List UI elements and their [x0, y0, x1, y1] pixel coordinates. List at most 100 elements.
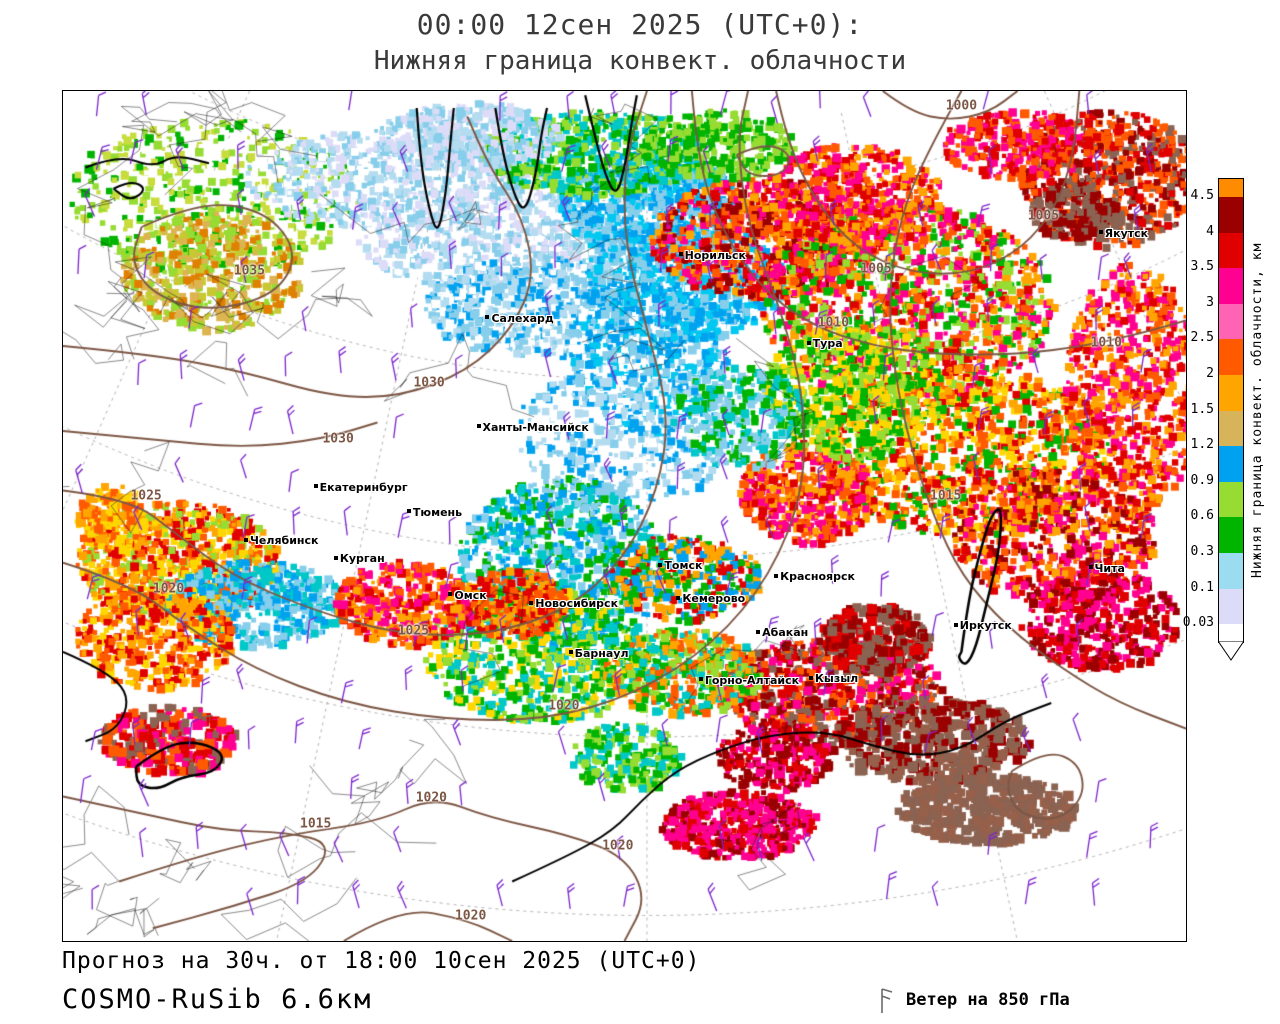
city-label: Барнаул	[574, 646, 629, 660]
colorbar-segment	[1219, 624, 1243, 643]
isobar-label: 1000	[945, 98, 978, 114]
colorbar-segment	[1219, 517, 1243, 553]
city-marker-dot	[406, 509, 411, 513]
isobar-label: 1015	[930, 488, 962, 504]
isobar-label: 1010	[817, 315, 850, 331]
city: Иркутск	[953, 614, 1012, 633]
wind-legend-label: Ветер на 850 гПа	[906, 990, 1070, 1010]
map-title-datetime: 00:00 12сен 2025 (UTC+0):	[416, 8, 864, 41]
colorbar-segment	[1219, 481, 1243, 518]
weather-map-canvas[interactable]	[63, 91, 1186, 941]
city-marker-dot	[774, 573, 779, 578]
city-labels-layer: Норильск Салехард Тура Якутск Ханты-Мансийск…	[63, 91, 1186, 941]
city-label: Томск	[664, 559, 703, 573]
isobar-label: 1030	[322, 431, 354, 447]
city-label: Кызыл	[814, 672, 859, 686]
city: Новосибирск	[529, 592, 618, 611]
map-title-parameter: Нижняя граница конвект. облачности	[373, 46, 907, 76]
isobar-label: 1015	[300, 816, 332, 832]
colorbar-tick: 0.3	[1190, 544, 1214, 559]
city-marker-dot	[698, 677, 703, 682]
isobar-label: 1005	[860, 261, 892, 277]
colorbar-segment	[1219, 552, 1243, 589]
city-label: Чита	[1094, 561, 1125, 575]
map-frame: 1035 1030 1030 1025 1025 1020 1020 1020 1020 1020…	[62, 90, 1187, 942]
city: Тура	[806, 332, 843, 351]
city-label: Иркутск	[959, 619, 1012, 633]
colorbar-tick: 2	[1206, 366, 1214, 381]
colorbar-segment	[1219, 197, 1243, 233]
map-title: 00:00 12сен 2025 (UTC+0): Нижняя граница…	[0, 8, 1280, 76]
city-label: Новосибирск	[535, 597, 619, 611]
colorbar-segment	[1219, 374, 1243, 411]
city-marker-dot	[808, 675, 813, 680]
wind-legend: Ветер на 850 гПа	[878, 986, 1070, 1014]
city-label: Красноярск	[780, 570, 855, 584]
isobar-label: 1020	[602, 838, 634, 854]
colorbar-tick: 0.03	[1182, 615, 1214, 631]
colorbar-tick: 3	[1206, 294, 1214, 310]
isobar-label: 1025	[397, 623, 430, 639]
colorbar-segment	[1219, 179, 1243, 197]
colorbar-axis-label: Нижняя граница конвект. облачности, км	[1250, 242, 1265, 578]
colorbar-segment	[1219, 232, 1243, 269]
city: Норильск	[678, 244, 746, 263]
colorbar-tick: 4.5	[1190, 188, 1214, 203]
colorbar-tick: 0.6	[1190, 508, 1214, 524]
city: Кызыл	[808, 667, 859, 686]
isobar-label: 1005	[1027, 208, 1060, 224]
city: Барнаул	[568, 642, 629, 661]
colorbar-tick: 1.5	[1190, 401, 1214, 417]
city-label: Горно-Алтайск	[704, 673, 800, 687]
colorbar-segment	[1219, 446, 1243, 482]
city: Красноярск	[774, 565, 855, 584]
colorbar-tick: 2.5	[1190, 330, 1214, 346]
isobar-label: 1020	[548, 698, 580, 714]
isobar-label: 1020	[152, 581, 185, 597]
colorbar-tick: 0.9	[1190, 472, 1214, 488]
city-marker-dot	[953, 622, 958, 627]
colorbar-ticks: 4.5 4 3.5 3 2.5 2 1.5 1.2 0.9 0.6 0.3 0.1 0.03	[1176, 178, 1214, 698]
city: Томск	[658, 554, 702, 573]
colorbar-tick: 0.1	[1190, 579, 1214, 595]
city-label: Кемерово	[682, 592, 746, 606]
colorbar-segment	[1219, 588, 1243, 625]
city-label: Курган	[339, 552, 385, 566]
city-label: Ханты-Мансийск	[482, 420, 589, 434]
city: Кемерово	[676, 587, 745, 606]
colorbar-tick: 3.5	[1190, 259, 1214, 275]
isobar-labels-layer: 1035 1030 1030 1025 1025 1020 1020 1020 1020 1020…	[63, 91, 1186, 941]
city-label: Салехард	[491, 311, 554, 325]
city-marker-dot	[485, 315, 490, 320]
colorbar-underflow-triangle	[1218, 641, 1244, 661]
city-marker-dot	[658, 562, 663, 567]
city-label: Абакан	[762, 626, 809, 640]
isobar-label: 1010	[1090, 335, 1122, 351]
city-marker-dot	[529, 600, 534, 605]
city-marker-dot	[678, 252, 683, 257]
model-caption: COSMO-RuSib 6.6км	[62, 984, 373, 1015]
city: Якутск	[1098, 222, 1149, 241]
colorbar-segment	[1219, 303, 1243, 340]
colorbar-segment	[1219, 268, 1243, 304]
city: Тюмень	[406, 501, 462, 520]
colorbar-tick: 1.2	[1190, 437, 1214, 453]
city-marker-dot	[1088, 565, 1093, 570]
city-marker-dot	[756, 629, 761, 634]
city: Абакан	[756, 621, 808, 640]
city: Чита	[1088, 557, 1125, 576]
forecast-caption: Прогноз на 30ч. от 18:00 10сен 2025 (UTC…	[62, 948, 701, 974]
city-label: Екатеринбург	[319, 480, 408, 494]
isobar-label: 1030	[413, 375, 445, 391]
city-marker-dot	[476, 424, 481, 428]
city: Салехард	[485, 307, 554, 326]
city-marker-dot	[333, 555, 338, 560]
city-label: Якутск	[1104, 226, 1149, 240]
city-marker-dot	[806, 340, 811, 345]
city-label: Челябинск	[250, 534, 319, 548]
city-label: Норильск	[684, 248, 746, 262]
city: Горно-Алтайск	[698, 669, 800, 688]
city-marker-dot	[313, 484, 318, 489]
city: Ханты-Мансийск	[476, 416, 589, 435]
isobar-label: 1025	[130, 488, 162, 504]
